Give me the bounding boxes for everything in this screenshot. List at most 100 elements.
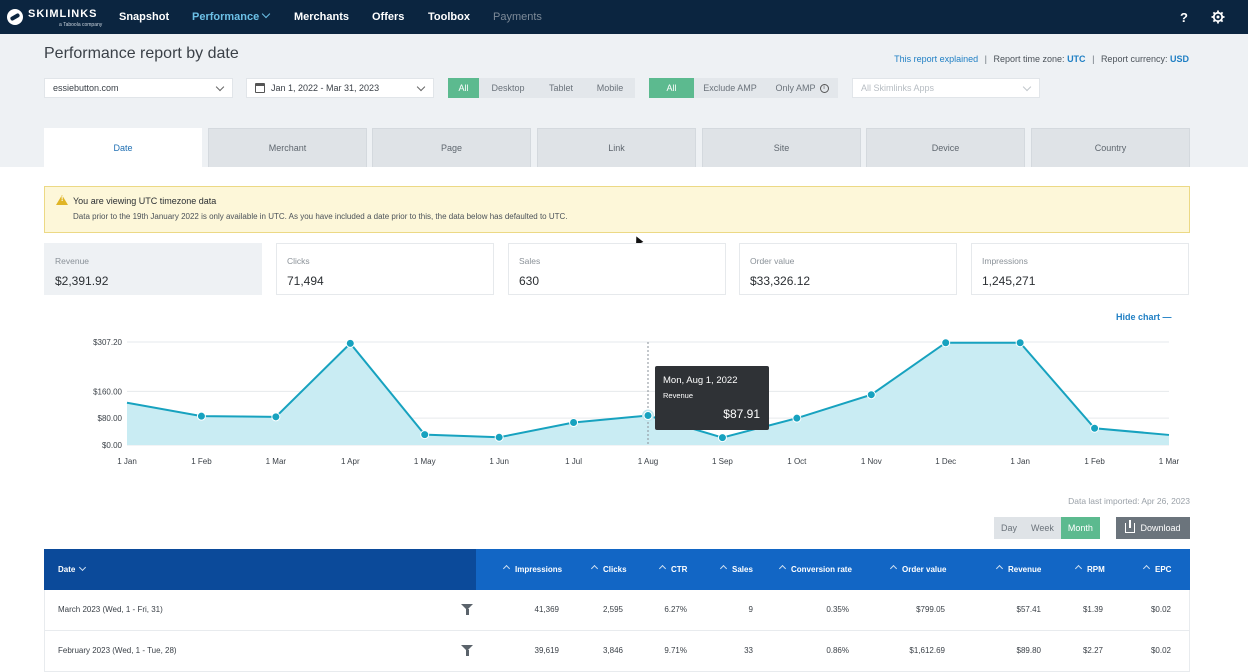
metric-label: Revenue (55, 256, 90, 266)
gear-icon[interactable] (1211, 10, 1225, 24)
table-header: Date Impressions Clicks CTR Sales Conver… (44, 549, 1190, 590)
y-tick-label: $0.00 (102, 441, 123, 450)
cell-sales: 9 (748, 605, 753, 614)
granularity-week-button[interactable]: Week (1031, 523, 1054, 533)
x-tick-label: 1 Feb (1084, 457, 1105, 466)
logo-text: SKIMLINKS (28, 8, 98, 20)
granularity-month-button[interactable]: Month (1060, 517, 1100, 539)
cell-rpm: $1.39 (1082, 605, 1103, 614)
report-explained-link[interactable]: This report explained (894, 54, 979, 64)
column-header-epc[interactable]: EPC (1142, 564, 1171, 574)
nav-item-toolbox[interactable]: Toolbox (428, 11, 470, 23)
x-tick-label: 1 Sep (712, 457, 733, 466)
sort-icon (1074, 564, 1083, 573)
data-point (1015, 338, 1025, 348)
metric-card-revenue[interactable]: Revenue $2,391.92 (44, 243, 262, 295)
column-header-label: Revenue (1008, 565, 1042, 574)
device-all-button[interactable]: All (448, 78, 479, 98)
apps-select-placeholder: All Skimlinks Apps (861, 83, 935, 93)
chart-tooltip: Mon, Aug 1, 2022 Revenue $87.91 (655, 366, 769, 430)
column-header-label: Conversion rate (791, 565, 852, 574)
data-point (345, 338, 355, 348)
device-mobile-button[interactable]: Mobile (596, 83, 624, 93)
hide-chart-link[interactable]: Hide chart — (1116, 312, 1172, 322)
cell-conversion-rate: 0.35% (826, 605, 849, 614)
column-header-sales[interactable]: Sales (719, 564, 753, 574)
nav-item-offers[interactable]: Offers (372, 11, 405, 23)
data-point (196, 411, 206, 421)
sort-icon (79, 563, 87, 572)
metric-value: $33,326.12 (750, 274, 811, 288)
nav-item-performance[interactable]: Performance (192, 9, 271, 23)
column-header-conversion-rate[interactable]: Conversion rate (778, 564, 852, 574)
exclude-amp-button[interactable]: Exclude AMP (703, 83, 757, 93)
tab-link[interactable]: Link (537, 128, 696, 167)
timezone-value[interactable]: UTC (1067, 54, 1086, 64)
date-range-select[interactable]: Jan 1, 2022 - Mar 31, 2023 (246, 78, 434, 98)
amp-filter: All Exclude AMP Only AMP i (649, 78, 838, 98)
tab-page[interactable]: Page (372, 128, 531, 167)
download-button[interactable]: Download (1116, 517, 1190, 539)
download-label: Download (1140, 523, 1181, 533)
granularity-toggle: Day Week Month (994, 517, 1100, 539)
filter-icon[interactable] (461, 645, 473, 656)
tooltip-value: $87.91 (723, 407, 760, 421)
info-icon[interactable]: i (819, 83, 829, 93)
only-amp-button[interactable]: Only AMP i (766, 78, 838, 98)
nav-item-merchants[interactable]: Merchants (294, 11, 350, 23)
skimlinks-logo[interactable]: SKIMLINKS a Taboola company (7, 0, 107, 34)
tab-country[interactable]: Country (1031, 128, 1190, 167)
metric-card-sales[interactable]: Sales 630 (508, 243, 726, 295)
granularity-day-button[interactable]: Day (1001, 523, 1018, 533)
cell-epc: $0.02 (1150, 646, 1171, 655)
filter-icon[interactable] (461, 604, 473, 615)
metric-card-impressions[interactable]: Impressions 1,245,271 (971, 243, 1189, 295)
column-header-order-value[interactable]: Order value (889, 564, 946, 574)
amp-all-button[interactable]: All (649, 78, 694, 98)
x-tick-label: 1 Aug (638, 457, 658, 466)
column-header-label: CTR (671, 565, 688, 574)
tab-merchant[interactable]: Merchant (208, 128, 367, 167)
data-point (494, 432, 504, 442)
site-select-value: essiebutton.com (53, 83, 119, 93)
date-range-value: Jan 1, 2022 - Mar 31, 2023 (271, 83, 380, 93)
metric-card-order-value[interactable]: Order value $33,326.12 (739, 243, 957, 295)
tab-device[interactable]: Device (866, 128, 1025, 167)
timezone-label: Report time zone: (993, 54, 1065, 64)
column-header-clicks[interactable]: Clicks (590, 564, 627, 574)
cell-conversion-rate: 0.86% (826, 646, 849, 655)
tab-date[interactable]: Date (44, 128, 202, 167)
device-desktop-button[interactable]: Desktop (491, 83, 525, 93)
column-header-rpm[interactable]: RPM (1074, 564, 1105, 574)
currency-value[interactable]: USD (1169, 54, 1189, 64)
metric-card-clicks[interactable]: Clicks 71,494 (276, 243, 494, 295)
x-tick-label: 1 Jun (489, 457, 509, 466)
column-header-ctr[interactable]: CTR (658, 564, 688, 574)
x-tick-label: 1 Oct (787, 457, 807, 466)
column-header-impressions[interactable]: Impressions (502, 564, 562, 574)
calendar-icon (255, 83, 265, 93)
help-icon[interactable]: ? (1180, 10, 1188, 25)
column-header-date[interactable]: Date (58, 563, 87, 574)
tab-site[interactable]: Site (702, 128, 861, 167)
data-point (717, 433, 727, 443)
logo-subtitle: a Taboola company (59, 22, 103, 28)
table-row[interactable]: February 2023 (Wed, 1 - Tue, 28) 39,619 … (44, 631, 1190, 672)
chevron-down-icon (1022, 82, 1032, 92)
cell-ctr: 9.71% (664, 646, 687, 655)
column-header-revenue[interactable]: Revenue (995, 564, 1042, 574)
nav-item-payments[interactable]: Payments (493, 11, 542, 23)
metric-label: Order value (750, 256, 795, 266)
table-row[interactable]: March 2023 (Wed, 1 - Fri, 31) 41,369 2,5… (44, 590, 1190, 631)
device-tablet-button[interactable]: Tablet (548, 83, 574, 93)
x-tick-label: 1 Dec (935, 457, 956, 466)
nav-item-snapshot[interactable]: Snapshot (119, 11, 170, 23)
skimlinks-apps-select[interactable]: All Skimlinks Apps (852, 78, 1040, 98)
site-select[interactable]: essiebutton.com (44, 78, 233, 98)
report-meta: This report explained | Report time zone… (894, 54, 1189, 64)
x-tick-label: 1 Apr (341, 457, 360, 466)
chevron-down-icon (416, 82, 426, 92)
data-point (271, 412, 281, 422)
sort-icon (889, 564, 898, 573)
